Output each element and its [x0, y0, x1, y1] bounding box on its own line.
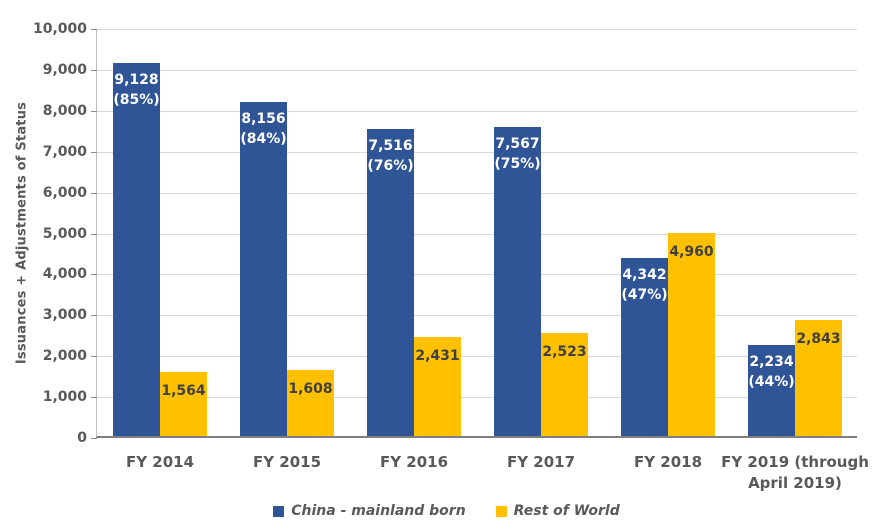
y-axis-tick	[91, 29, 97, 30]
y-axis-tick-label: 5,000	[42, 226, 87, 242]
plot-area: 0 1,000 2,000 3,000 4,000 5,000 6,000 7,000 8,00…	[33, 22, 869, 492]
y-axis-tick	[91, 70, 97, 71]
bar-data-label: 4,342 (47%)	[621, 258, 668, 305]
bar-china: 9,128 (85%)	[113, 63, 160, 436]
gridline	[97, 152, 857, 153]
x-axis-category-label: FY 2017	[506, 453, 576, 471]
bar-value-label: 4,342	[622, 267, 667, 283]
gridline	[97, 111, 857, 112]
bar-value-label: 2,431	[415, 348, 460, 364]
bar-data-label: 1,564	[160, 372, 207, 401]
bar-data-label: 2,523	[541, 333, 588, 362]
bar-data-label: 2,234 (44%)	[748, 345, 795, 392]
bar-value-label: 4,960	[669, 244, 714, 260]
bar-rest-of-world: 1,564	[160, 372, 207, 436]
legend-swatch-icon	[495, 505, 507, 517]
x-axis-category-label: FY 2018	[633, 453, 703, 471]
y-axis-tick-label: 1,000	[42, 389, 87, 405]
bar-china: 2,234 (44%)	[748, 345, 795, 436]
gridline	[97, 70, 857, 71]
bar-value-label: 1,608	[288, 381, 333, 397]
y-axis-tick-label: 10,000	[32, 21, 87, 37]
gridline	[97, 193, 857, 194]
y-axis-tick	[91, 111, 97, 112]
x-axis-category-label: FY 2015	[252, 453, 322, 471]
gridline	[97, 29, 857, 30]
y-axis-tick	[91, 234, 97, 235]
y-axis-tick-label: 7,000	[42, 144, 87, 160]
bar-data-label: 7,567 (75%)	[494, 127, 541, 174]
gridline	[97, 274, 857, 275]
y-axis-tick	[91, 438, 97, 439]
bar-data-label: 2,843	[795, 320, 842, 349]
y-axis-tick-label: 9,000	[42, 62, 87, 78]
legend: China - mainland born Rest of World	[0, 503, 893, 519]
y-axis-tick	[91, 315, 97, 316]
bar-data-label: 4,960	[668, 233, 715, 262]
gridline	[97, 234, 857, 235]
bar-china: 8,156 (84%)	[240, 102, 287, 436]
legend-item-china: China - mainland born	[273, 503, 466, 519]
y-axis-tick	[91, 193, 97, 194]
y-axis-tick-label: 3,000	[42, 307, 87, 323]
bar-rest-of-world: 4,960	[668, 233, 715, 436]
legend-item-rest-of-world: Rest of World	[495, 503, 620, 519]
legend-label: China - mainland born	[291, 503, 466, 519]
bar-data-label: 1,608	[287, 370, 334, 399]
y-axis-tick	[91, 152, 97, 153]
bar-value-label: 2,234	[749, 354, 794, 370]
bar-rest-of-world: 1,608	[287, 370, 334, 436]
bar-data-label: 8,156 (84%)	[240, 102, 287, 149]
bar-percent-label: (44%)	[748, 374, 795, 390]
bar-value-label: 2,523	[542, 344, 587, 360]
bar-percent-label: (47%)	[621, 287, 668, 303]
bar-data-label: 2,431	[414, 337, 461, 366]
bar-value-label: 7,567	[495, 136, 540, 152]
gridline	[97, 356, 857, 357]
bar-percent-label: (84%)	[240, 131, 287, 147]
bar-china: 7,567 (75%)	[494, 127, 541, 436]
y-axis-tick-label: 0	[77, 430, 87, 446]
bar-china: 4,342 (47%)	[621, 258, 668, 436]
y-axis-tick	[91, 356, 97, 357]
bar-data-label: 9,128 (85%)	[113, 63, 160, 110]
bar-data-label: 7,516 (76%)	[367, 129, 414, 176]
bar-rest-of-world: 2,843	[795, 320, 842, 436]
y-axis-tick	[91, 397, 97, 398]
y-axis-tick-label: 6,000	[42, 185, 87, 201]
bar-value-label: 9,128	[114, 72, 159, 88]
legend-label: Rest of World	[513, 503, 620, 519]
gridline	[97, 397, 857, 398]
y-axis-tick-label: 4,000	[42, 266, 87, 282]
bar-percent-label: (85%)	[113, 92, 160, 108]
bar-value-label: 8,156	[241, 111, 286, 127]
bar-rest-of-world: 2,431	[414, 337, 461, 436]
bar-percent-label: (75%)	[494, 156, 541, 172]
gridline	[97, 315, 857, 316]
bar-value-label: 2,843	[796, 331, 841, 347]
x-axis-category-label: FY 2016	[379, 453, 449, 471]
x-axis-category-label: FY 2014	[125, 453, 195, 471]
bar-value-label: 1,564	[161, 383, 206, 399]
legend-swatch-icon	[273, 505, 285, 517]
y-axis-tick-label: 8,000	[42, 103, 87, 119]
y-axis-tick-label: 2,000	[42, 348, 87, 364]
bar-value-label: 7,516	[368, 138, 413, 154]
x-axis-category-label: FY 2019 (through April 2019)	[721, 453, 869, 492]
bar-china: 7,516 (76%)	[367, 129, 414, 436]
bar-percent-label: (76%)	[367, 158, 414, 174]
bar-rest-of-world: 2,523	[541, 333, 588, 436]
y-axis-tick	[91, 274, 97, 275]
